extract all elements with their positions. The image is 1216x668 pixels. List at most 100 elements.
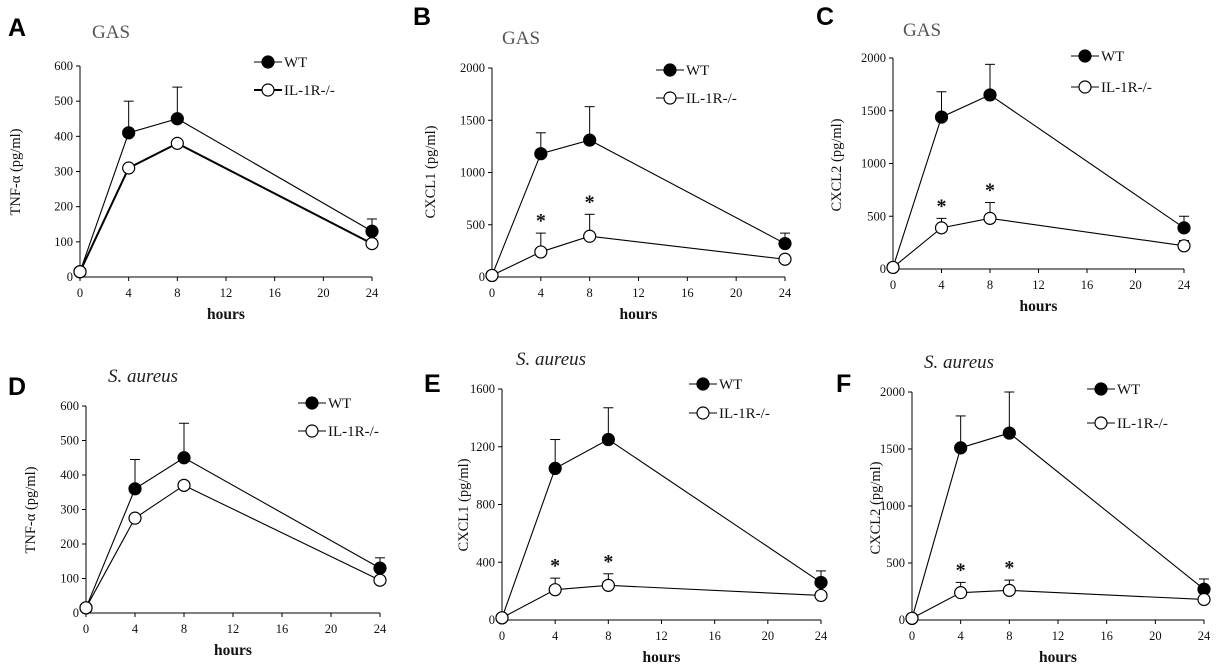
x-tick-label: 12: [1032, 278, 1045, 292]
panel-letter: B: [413, 3, 431, 31]
x-tick-label: 20: [325, 622, 338, 636]
data-point-il1r-ko: [954, 586, 968, 600]
significance-star: *: [985, 180, 995, 202]
legend-label: IL-1R-/-: [686, 91, 737, 107]
panel-c: C GAS 0 500 1000 1500 2000 0 4 8 12 16 20 24 hours CXCL…: [816, 3, 1191, 315]
y-tick-label: 500: [867, 209, 886, 223]
x-tick-label: 8: [181, 622, 187, 636]
data-point-il1r-ko: [122, 161, 136, 175]
series-line: [892, 217, 1185, 268]
panel-letter: C: [816, 3, 834, 31]
y-tick-label: 600: [60, 399, 79, 413]
panel-title: S. aureus: [924, 352, 994, 373]
legend-label: IL-1R-/-: [1117, 416, 1168, 432]
x-tick-label: 0: [77, 286, 83, 300]
data-point-wt: [814, 575, 828, 590]
significance-star: *: [550, 555, 560, 577]
data-point-il1r-ko: [365, 236, 379, 251]
panel-title: GAS: [903, 20, 941, 41]
legend-marker-il1r-ko: [696, 406, 710, 420]
legend-label: WT: [686, 63, 709, 79]
y-tick-label: 0: [880, 262, 886, 276]
series-line: [911, 432, 1205, 619]
legend-label: IL-1R-/-: [284, 83, 335, 99]
x-tick-label: 24: [374, 622, 387, 636]
data-point-wt: [601, 432, 615, 447]
y-axis-label: CXCL1 (pg/ml): [456, 458, 472, 551]
data-point-wt: [583, 133, 597, 147]
y-tick-label: 600: [54, 59, 73, 73]
data-point-il1r-ko: [1002, 583, 1016, 597]
x-tick-label: 12: [655, 629, 668, 643]
panel-letter: A: [8, 14, 26, 42]
y-tick-label: 400: [54, 129, 73, 143]
data-point-wt: [778, 236, 792, 251]
x-tick-label: 8: [987, 278, 993, 292]
legend-marker-wt: [305, 396, 319, 410]
data-point-il1r-ko: [886, 260, 900, 275]
x-tick-label: 8: [174, 286, 180, 300]
y-axis-label: CXCL2 (pg/ml): [829, 118, 845, 211]
y-tick-label: 0: [67, 270, 73, 284]
y-tick-label: 100: [60, 572, 79, 586]
data-point-wt: [534, 147, 548, 161]
x-tick-label: 16: [276, 622, 289, 636]
y-tick-label: 400: [60, 468, 79, 482]
data-point-il1r-ko: [1177, 239, 1191, 253]
panel-title: S. aureus: [108, 366, 178, 387]
data-point-wt: [373, 561, 387, 575]
data-point-wt: [954, 441, 968, 455]
x-axis-label: hours: [1020, 298, 1058, 315]
significance-star: *: [937, 195, 947, 217]
series-line: [501, 584, 822, 619]
y-tick-label: 500: [54, 94, 73, 108]
panel-title: S. aureus: [516, 349, 586, 370]
significance-star: *: [585, 191, 595, 213]
data-point-wt: [177, 451, 191, 465]
x-axis-label: hours: [207, 306, 245, 323]
x-axis-label: hours: [643, 649, 681, 666]
series-line: [491, 235, 786, 276]
y-tick-label: 0: [489, 613, 495, 627]
y-tick-label: 2000: [880, 385, 905, 399]
series-wt: [911, 391, 1209, 619]
data-point-wt: [983, 88, 997, 102]
panel-d: D S. aureus 0 100 200 300 400 500 600 0 4 8 12 16 20 24…: [8, 366, 387, 659]
x-tick-label: 16: [1100, 629, 1113, 643]
y-axis-label: CXCL2 (pg/ml): [868, 461, 884, 554]
series-wt: [892, 63, 1189, 268]
x-tick-label: 20: [1149, 629, 1162, 643]
y-tick-label: 500: [60, 434, 79, 448]
data-point-il1r-ko: [583, 229, 597, 243]
y-tick-label: 100: [54, 235, 73, 249]
series-line: [85, 484, 381, 609]
y-tick-label: 300: [60, 503, 79, 517]
data-point-il1r-ko: [934, 221, 949, 235]
y-tick-label: 1000: [861, 157, 886, 171]
data-point-il1r-ko: [905, 611, 919, 625]
legend-marker-il1r-ko: [261, 83, 275, 97]
x-tick-label: 24: [815, 629, 828, 643]
x-tick-label: 16: [681, 286, 694, 300]
legend-label: WT: [328, 396, 351, 412]
data-point-il1r-ko: [814, 588, 828, 603]
data-point-il1r-ko: [983, 211, 997, 225]
panel-f: F S. aureus 0 500 1000 1500 2000 0 4 8 12 16 20 24 hou…: [836, 352, 1211, 666]
x-tick-label: 0: [890, 278, 896, 292]
legend-marker-wt: [1094, 382, 1108, 396]
x-tick-label: 0: [83, 622, 89, 636]
data-point-wt: [170, 112, 184, 126]
panel-letter: D: [8, 373, 26, 401]
series-il1r-ko: [79, 142, 373, 273]
data-point-il1r-ko: [177, 478, 191, 492]
y-axis-label: TNF-α (pg/ml): [23, 466, 39, 553]
legend-label: WT: [719, 377, 742, 393]
x-tick-label: 4: [958, 629, 965, 643]
legend-marker-wt: [696, 377, 710, 391]
legend-marker-wt: [1078, 49, 1092, 63]
data-point-il1r-ko: [128, 511, 142, 525]
x-axis-label: hours: [1039, 649, 1077, 666]
x-tick-label: 20: [730, 286, 743, 300]
x-tick-label: 16: [1081, 278, 1094, 292]
